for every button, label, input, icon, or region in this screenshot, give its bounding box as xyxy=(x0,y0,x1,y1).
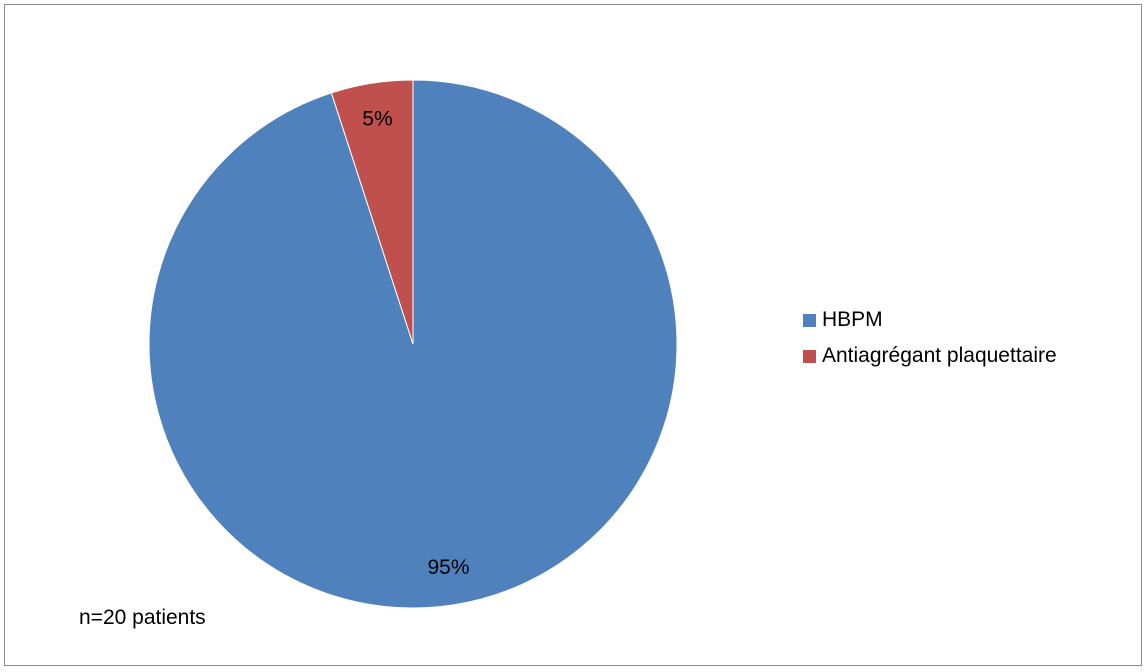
pie-data-label-1: 5% xyxy=(362,107,392,130)
pie-data-label-0: 95% xyxy=(428,556,470,579)
legend-item-antiagregant: Antiagrégant plaquettaire xyxy=(803,342,1057,370)
legend-swatch-hbpm xyxy=(803,313,816,327)
legend-label-antiagregant: Antiagrégant plaquettaire xyxy=(822,344,1057,367)
legend-item-hbpm: HBPM xyxy=(803,306,1057,334)
legend: HBPM Antiagrégant plaquettaire xyxy=(803,306,1057,378)
sample-size-note: n=20 patients xyxy=(79,606,206,629)
pie-data-labels: 95% 5% xyxy=(362,107,469,578)
pie-slice-1 xyxy=(330,79,414,345)
legend-label-hbpm: HBPM xyxy=(822,308,883,331)
legend-swatch-antiagregant xyxy=(803,349,816,363)
pie-slices xyxy=(148,79,678,609)
